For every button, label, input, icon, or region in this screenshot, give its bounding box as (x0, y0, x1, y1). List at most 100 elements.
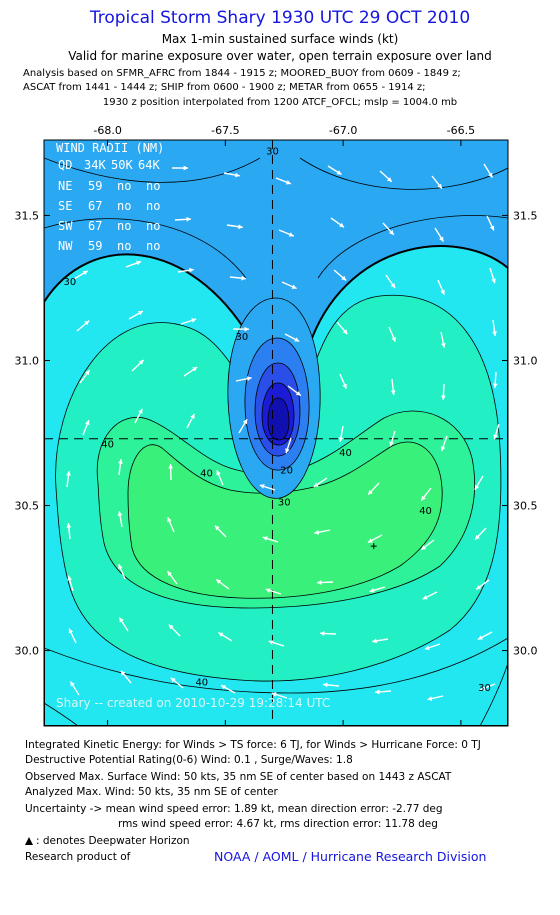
wind-vector-head (191, 318, 197, 323)
wind-vector-head (118, 459, 123, 464)
wind-vector-head (285, 179, 291, 185)
wind-radii-row-ne-34k: 59 (88, 179, 102, 193)
x-tick-label-top: -68.0 (93, 124, 121, 137)
wind-vector-head (295, 391, 301, 396)
wind-vector-head (167, 517, 172, 523)
wind-vector-head (265, 588, 271, 593)
wind-vector-head (214, 525, 220, 531)
wind-vector-head (288, 232, 294, 237)
wind-vector-head (421, 545, 427, 550)
wind-vector-head (424, 645, 430, 650)
max-wind-marker (370, 543, 377, 550)
contour-fill-45kt (127, 441, 443, 599)
wind-field-chart: 30 30 30 30 20 40 40 40 40 40 30 WIND RADII (NM) Q… (15, 124, 538, 733)
wind-vector-head (235, 172, 240, 178)
wind-vector-head (389, 441, 394, 447)
wind-vector-head (488, 172, 493, 178)
wind-radii-row-nw-qd: NW (58, 239, 73, 253)
wind-radii-row-se-64k: no (146, 199, 160, 213)
destructive-potential-line: Destructive Potential Rating(0-6) Wind: … (25, 754, 353, 766)
wind-vector-head (137, 311, 143, 316)
wind-vector-head (66, 523, 72, 528)
x-tick-label-bottom: -67.5 (211, 732, 239, 733)
triangle-icon (25, 837, 33, 845)
wind-vector-head (220, 685, 226, 690)
wind-vector-head (339, 222, 345, 228)
wind-vector-head (391, 336, 396, 342)
wind-vector-head (271, 692, 277, 697)
wind-vector-head (67, 575, 72, 581)
deepwater-legend: : denotes Deepwater Horizon (25, 835, 190, 847)
x-tick-label-bottom: -68.0 (93, 732, 121, 733)
deepwater-legend-text: : denotes Deepwater Horizon (36, 835, 190, 847)
chart-subtitle-2: Valid for marine exposure over water, op… (68, 49, 492, 63)
wind-vector-head (138, 359, 144, 365)
analysis-line-1: Analysis based on SFMR_AFRC from 1844 - … (23, 68, 461, 79)
wind-radii-row-nw-34k: 59 (88, 239, 102, 253)
contour-line-20kt-outer (44, 157, 508, 190)
wind-vector-head (375, 689, 380, 695)
wind-vector-head (238, 224, 243, 230)
wind-vector-head (441, 342, 446, 348)
uncertainty-line: Uncertainty -> mean wind speed error: 1.… (25, 803, 443, 815)
wind-vector-head (216, 579, 222, 584)
wind-vector-head (493, 434, 498, 440)
contour-label: 40 (419, 506, 432, 517)
wind-vector-head (85, 370, 90, 376)
wind-vector-head (338, 436, 344, 442)
contour-label: 30 (278, 498, 291, 509)
wind-vector-head (372, 638, 377, 644)
wind-vector-head (186, 216, 191, 222)
wind-vector-head (390, 390, 396, 395)
wind-vector-head (342, 383, 347, 389)
wind-vector-head (167, 571, 173, 577)
ike-line: Integrated Kinetic Energy: for Winds > T… (25, 739, 481, 751)
wind-vector-head (241, 275, 246, 281)
wind-vector-head (317, 580, 322, 585)
wind-vector-head (136, 260, 142, 266)
wind-vector-head (439, 236, 444, 242)
wind-radii-row-ne-qd: NE (58, 179, 72, 193)
contour-label: 20 (280, 466, 293, 477)
research-product-label: Research product of (25, 851, 131, 863)
wind-vector-head (84, 320, 90, 326)
wind-vector-head (492, 383, 498, 388)
analysis-line-3: 1930 z position interpolated from 1200 A… (102, 97, 458, 108)
contour-label: 40 (200, 469, 213, 480)
wind-vector-head (268, 640, 274, 645)
wind-vector-head (168, 464, 174, 469)
chart-subtitle: Max 1-min sustained surface winds (kt) (161, 32, 399, 46)
wind-vector-head (118, 564, 123, 570)
wind-vector-head (489, 225, 495, 231)
analyzed-max-wind-line: Analyzed Max. Wind: 50 kts, 35 nm SE of … (25, 786, 278, 798)
wind-vector-head (390, 283, 396, 289)
contour-label: 30 (235, 332, 248, 343)
wind-vector-head (341, 275, 347, 281)
wind-vector-head (291, 284, 297, 289)
contour-label: 30 (266, 147, 279, 158)
contour-labels: 30 30 30 30 20 40 40 40 40 40 30 (64, 147, 491, 695)
wind-radii-header-34k: 34K (84, 158, 106, 172)
wind-vector-head (386, 177, 392, 182)
wind-vector-head (441, 395, 446, 400)
wind-vector-head (218, 632, 224, 637)
wind-vector-head (422, 595, 428, 600)
wind-vector-head (244, 326, 249, 332)
wind-radii-row-sw-qd: SW (58, 219, 73, 233)
wind-vector-head (189, 267, 194, 273)
wind-vector-head (475, 534, 480, 540)
x-tick-label-top: -67.5 (211, 124, 239, 137)
axis-ticks: -68.0 -68.0 -67.5 -67.5 -67.0 -67.0 -66.5 -66.5… (15, 124, 538, 733)
contour-line-se-30kt (479, 662, 508, 726)
wind-vector-head (82, 270, 88, 276)
wind-vector-head (168, 624, 174, 630)
contour-label: 30 (64, 277, 77, 288)
wind-vector-head (183, 165, 188, 171)
plot-area: 30 30 30 30 20 40 40 40 40 40 30 WIND RADII (NM) Q… (44, 140, 508, 726)
wind-vector-head (120, 670, 126, 676)
wind-vector-head (259, 484, 265, 489)
wind-vector-head (138, 408, 143, 414)
wind-vector-head (421, 495, 426, 501)
wind-radii-row-se-qd: SE (58, 199, 72, 213)
contour-line-sw-30kt (44, 702, 79, 726)
